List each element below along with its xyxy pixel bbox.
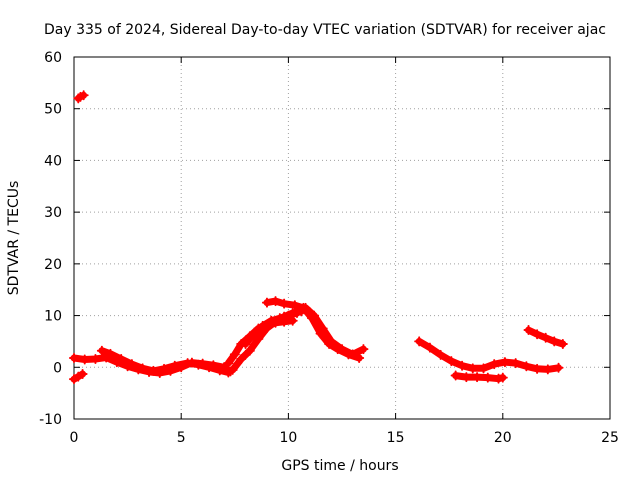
series-arc-8 <box>261 296 365 363</box>
data-point <box>306 313 317 324</box>
gridlines <box>74 57 610 419</box>
series-arc-9 <box>414 336 564 375</box>
series-arc-1 <box>73 90 89 104</box>
x-tick-label: 0 <box>70 430 79 446</box>
data-point <box>457 360 468 371</box>
data-point <box>77 369 88 380</box>
data-point <box>78 90 89 101</box>
data-point <box>253 333 264 344</box>
data-point <box>298 302 309 313</box>
data-point <box>553 362 564 373</box>
data-point <box>105 348 116 359</box>
x-axis-label: GPS time / hours <box>281 458 398 474</box>
data-point <box>69 352 79 363</box>
data-point <box>182 358 193 369</box>
data-point <box>159 363 170 374</box>
series-line <box>263 297 363 362</box>
data-point <box>223 358 234 369</box>
data-point <box>510 358 521 369</box>
data-point <box>148 365 159 376</box>
data-point <box>523 325 534 336</box>
data-point <box>467 363 478 374</box>
series-arc-11 <box>523 325 568 350</box>
x-tick-label: 20 <box>494 430 512 446</box>
data-point <box>424 342 435 353</box>
data-point <box>358 344 369 355</box>
x-tick-label: 15 <box>387 430 405 446</box>
data-point <box>257 320 268 331</box>
plot-frame <box>73 56 611 420</box>
y-tick-label: 60 <box>44 50 62 66</box>
x-tick-label: 10 <box>279 430 297 446</box>
data-point <box>287 315 298 326</box>
data-point <box>461 372 472 383</box>
data-point <box>90 354 101 365</box>
data-point <box>261 297 272 308</box>
series-arc-2 <box>69 369 88 385</box>
x-tick-label: 5 <box>177 430 186 446</box>
data-point <box>279 298 290 309</box>
data-point <box>540 332 551 343</box>
data-point <box>482 372 493 383</box>
data-point <box>549 336 560 347</box>
y-tick-label: 30 <box>44 205 62 221</box>
series-arc-4 <box>96 345 234 378</box>
data-point <box>472 372 483 383</box>
series-arc-10 <box>450 370 508 384</box>
data-point <box>532 363 543 374</box>
x-tick-labels: 0 5 10 15 20 25 <box>70 430 619 446</box>
data-point <box>446 356 457 367</box>
data-point <box>557 339 568 350</box>
data-point <box>493 373 504 384</box>
data-point <box>283 310 294 321</box>
data-point <box>414 336 425 347</box>
data-point <box>137 363 148 374</box>
data-point <box>450 370 461 381</box>
data-point <box>169 360 180 371</box>
data-series <box>69 90 568 385</box>
data-point <box>324 339 335 350</box>
data-point <box>343 349 354 360</box>
data-point <box>274 313 285 324</box>
data-point <box>96 345 107 356</box>
data-point <box>240 339 251 350</box>
y-axis-label: SDTVAR / TECUs <box>6 181 22 296</box>
data-point <box>291 307 302 318</box>
data-point <box>270 296 281 307</box>
data-point <box>193 359 204 370</box>
data-point <box>116 354 127 365</box>
data-point <box>236 354 247 365</box>
data-point <box>126 359 137 370</box>
data-point <box>489 359 500 370</box>
chart-title: Day 335 of 2024, Sidereal Day-to-day VTE… <box>44 22 606 38</box>
data-point <box>521 361 532 372</box>
y-tick-label: 0 <box>53 360 62 376</box>
data-point <box>244 345 255 356</box>
data-point <box>289 300 300 311</box>
data-point <box>249 328 260 339</box>
y-tick-label: 40 <box>44 153 62 169</box>
y-tick-label: 50 <box>44 102 62 118</box>
data-point <box>354 352 365 363</box>
y-tick-label: 20 <box>44 257 62 273</box>
data-point <box>79 354 90 365</box>
data-point <box>315 328 326 339</box>
data-point <box>227 364 238 375</box>
data-point <box>497 372 508 383</box>
data-point <box>266 315 277 326</box>
data-point <box>204 362 215 373</box>
y-tick-label: -10 <box>39 412 62 428</box>
data-point <box>542 364 553 375</box>
data-point <box>499 357 510 368</box>
data-point <box>478 363 489 374</box>
data-point <box>532 329 543 340</box>
data-point <box>435 349 446 360</box>
y-tick-label: 10 <box>44 309 62 325</box>
data-point <box>214 365 225 376</box>
data-point <box>332 344 343 355</box>
y-tick-labels: -10 0 10 20 30 40 50 60 <box>39 50 62 428</box>
x-tick-label: 25 <box>601 430 619 446</box>
data-point <box>229 349 240 360</box>
